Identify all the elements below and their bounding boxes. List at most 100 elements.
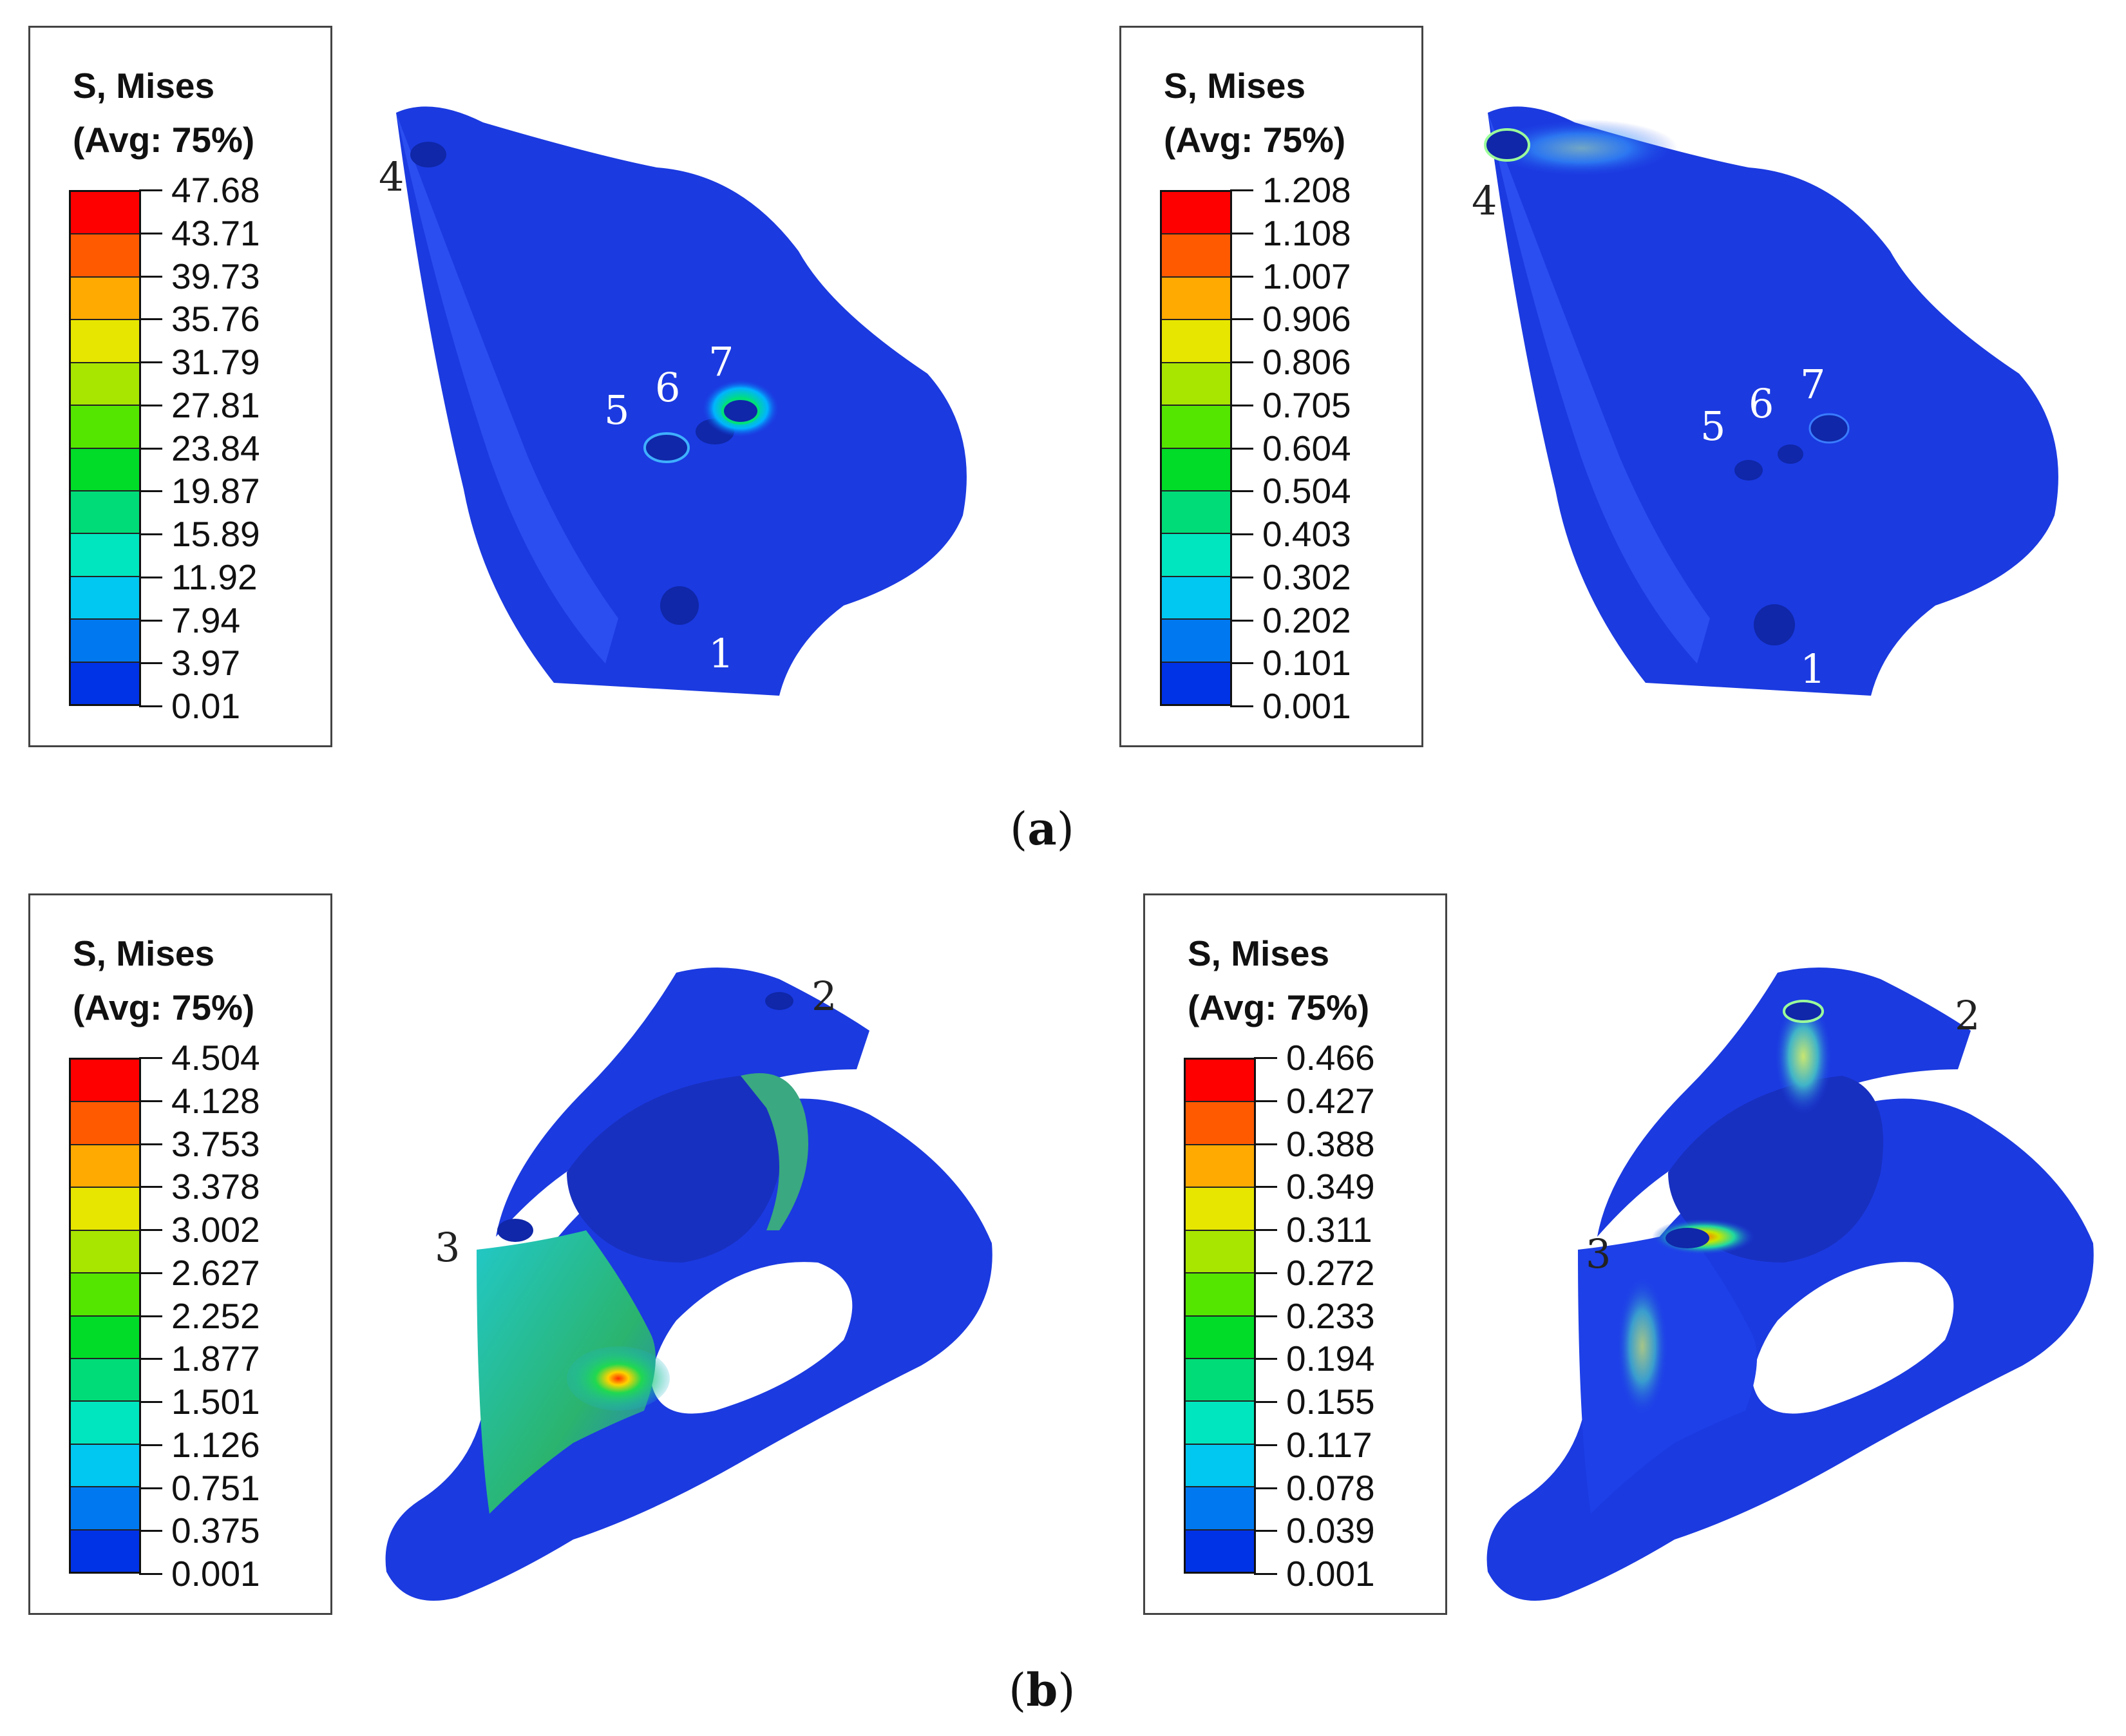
- tick-line: [1254, 1444, 1277, 1446]
- tick-label: 0.906: [1262, 299, 1351, 339]
- scale-band: [71, 1359, 139, 1402]
- scale-band: [1162, 448, 1230, 491]
- scale-band: [71, 534, 139, 577]
- legend-title: S, Mises: [73, 933, 215, 973]
- scale-band: [71, 406, 139, 449]
- tick-label: 2.627: [171, 1252, 260, 1293]
- contour-legend-a-right: S, Mises (Avg: 75%) 1.208 1.108 1.007 0.906…: [1119, 26, 1423, 747]
- tick-label: 0.806: [1262, 342, 1351, 382]
- tick-line: [1254, 1100, 1277, 1102]
- scale-band: [1162, 662, 1230, 705]
- tick-line: [1230, 490, 1253, 493]
- tick-line: [139, 1186, 162, 1188]
- tick-label: 0.202: [1262, 600, 1351, 640]
- tick-label: 19.87: [171, 471, 260, 511]
- tick-line: [139, 1401, 162, 1403]
- tick-label: 43.71: [171, 213, 260, 253]
- scale-band: [71, 1145, 139, 1188]
- tick-label: 0.311: [1286, 1210, 1372, 1250]
- tick-label: 1.208: [1262, 170, 1351, 210]
- tick-label: 0.001: [1262, 686, 1351, 726]
- scale-ticks: 47.68 43.71 39.73 35.76 31.79 27.81 23.84 19.87…: [139, 172, 332, 724]
- bone-model-a-left: [380, 97, 979, 715]
- scale-band: [1162, 406, 1230, 449]
- legend-subtitle: (Avg: 75%): [73, 987, 255, 1027]
- tick-label: 4.128: [171, 1080, 260, 1121]
- tick-label: 3.002: [171, 1210, 260, 1250]
- scale-band: [71, 662, 139, 705]
- callout-6: 6: [1749, 380, 1774, 427]
- tick-line: [1254, 1573, 1277, 1575]
- tick-line: [1230, 619, 1253, 622]
- tick-label: 0.194: [1286, 1339, 1375, 1379]
- tick-label: 0.001: [171, 1554, 260, 1594]
- tick-label: 47.68: [171, 170, 260, 210]
- tick-line: [139, 275, 162, 278]
- scale-band: [1186, 1487, 1254, 1531]
- callout-5: 5: [604, 386, 630, 434]
- tick-label: 1.501: [171, 1382, 260, 1422]
- scale-band: [71, 1188, 139, 1231]
- tick-line: [1230, 404, 1253, 406]
- color-scale: [1184, 1058, 1256, 1574]
- tick-label: 0.272: [1286, 1252, 1375, 1293]
- scale-band: [1162, 234, 1230, 278]
- scale-band: [71, 363, 139, 406]
- tick-line: [1230, 447, 1253, 450]
- tick-label: 4.504: [171, 1038, 260, 1078]
- tick-line: [139, 1057, 162, 1059]
- contour-legend-b-left: S, Mises (Avg: 75%) 4.504 4.128 3.753 3.378…: [28, 893, 332, 1615]
- callout-2: 2: [811, 973, 837, 1020]
- tick-label: 0.349: [1286, 1167, 1375, 1207]
- color-scale: [69, 190, 141, 706]
- callout-5: 5: [1700, 403, 1726, 450]
- tick-label: 3.753: [171, 1123, 260, 1164]
- scale-band: [71, 1530, 139, 1572]
- tick-label: 0.427: [1286, 1080, 1375, 1121]
- scale-band: [71, 1316, 139, 1359]
- legend-title: S, Mises: [1188, 933, 1330, 973]
- tick-line: [1254, 1057, 1277, 1059]
- scale-band: [1162, 620, 1230, 663]
- scale-band: [1186, 1060, 1254, 1103]
- tick-label: 31.79: [171, 342, 260, 382]
- tick-label: 7.94: [171, 600, 241, 640]
- scale-band: [71, 1102, 139, 1145]
- callout-1: 1: [708, 630, 734, 677]
- tick-line: [139, 1487, 162, 1489]
- scale-band: [71, 1060, 139, 1103]
- tick-label: 0.302: [1262, 557, 1351, 597]
- contour-legend-b-right: S, Mises (Avg: 75%) 0.466 0.427 0.388 0.349…: [1143, 893, 1447, 1615]
- scale-band: [71, 577, 139, 620]
- tick-line: [139, 490, 162, 493]
- scale-band: [71, 277, 139, 321]
- tick-label: 0.01: [171, 686, 241, 726]
- tick-line: [139, 1530, 162, 1532]
- tick-label: 0.117: [1286, 1424, 1372, 1465]
- tick-line: [139, 1358, 162, 1360]
- legend-title: S, Mises: [1164, 66, 1306, 106]
- scale-band: [1186, 1230, 1254, 1274]
- tick-label: 15.89: [171, 514, 260, 554]
- contour-legend-a-left: S, Mises (Avg: 75%) 47.68 43.71 39.73 35.76…: [28, 26, 332, 747]
- callout-7: 7: [1800, 361, 1826, 408]
- tick-line: [139, 1229, 162, 1231]
- scale-band: [1186, 1359, 1254, 1402]
- tick-label: 3.97: [171, 643, 241, 683]
- tick-line: [1254, 1487, 1277, 1489]
- tick-line: [1230, 361, 1253, 363]
- tick-line: [1230, 318, 1253, 321]
- tick-line: [1254, 1229, 1277, 1231]
- tick-line: [139, 576, 162, 578]
- tick-label: 0.504: [1262, 471, 1351, 511]
- legend-subtitle: (Avg: 75%): [1164, 120, 1346, 160]
- tick-label: 2.252: [171, 1295, 260, 1336]
- tick-line: [1254, 1315, 1277, 1317]
- tick-line: [139, 619, 162, 622]
- scale-band: [1162, 192, 1230, 235]
- tick-line: [1254, 1358, 1277, 1360]
- scale-band: [1186, 1402, 1254, 1445]
- scale-band: [1162, 534, 1230, 577]
- tick-line: [1230, 189, 1253, 191]
- scale-band: [71, 320, 139, 363]
